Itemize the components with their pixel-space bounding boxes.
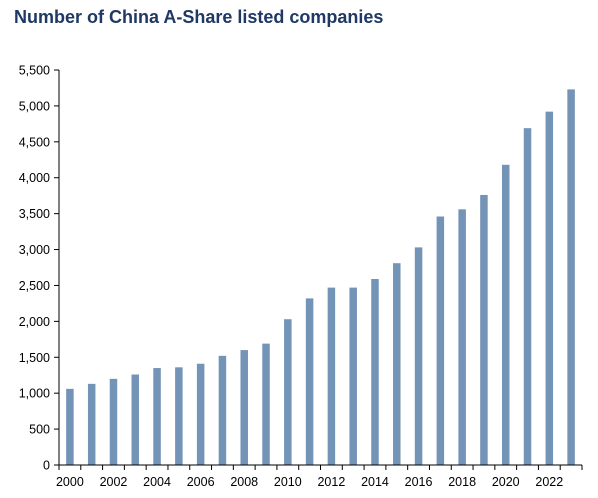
x-tick-label: 2020 xyxy=(492,475,520,489)
x-tick-label: 2006 xyxy=(187,475,215,489)
bar-2001 xyxy=(87,383,96,465)
bar-2008 xyxy=(240,350,248,465)
y-tick-label: 500 xyxy=(29,423,50,437)
bar-2010 xyxy=(284,319,292,465)
y-tick-label: 0 xyxy=(43,459,50,473)
y-axis: 0 500 1,000 1,500 2,000 2,500 3,000 3,500 4,000 4… xyxy=(19,64,60,473)
x-tick-label: 2014 xyxy=(361,475,389,489)
bar-2000 xyxy=(66,388,74,465)
y-tick-label: 1,000 xyxy=(19,387,50,401)
bar-2016 xyxy=(414,247,423,465)
bar-2009 xyxy=(262,343,270,465)
x-tick-label: 2018 xyxy=(448,475,476,489)
bar-2006 xyxy=(196,363,205,465)
bar-2017 xyxy=(436,216,445,465)
y-tick-label: 3,500 xyxy=(19,207,50,221)
x-axis: 2000 2002 2004 2006 2008 2010 2012 2014 2016 2018… xyxy=(56,464,583,489)
x-tick-label: 2002 xyxy=(100,475,128,489)
bar-2012 xyxy=(327,287,336,465)
bars-group xyxy=(66,89,575,466)
bar-2003 xyxy=(131,374,140,465)
bar-2005 xyxy=(175,367,183,465)
bar-2020 xyxy=(501,164,510,466)
bar-2015 xyxy=(393,263,401,465)
bar-2004 xyxy=(153,368,161,465)
bar-2018 xyxy=(458,209,466,465)
y-tick-label: 5,000 xyxy=(19,99,50,113)
x-tick-label: 2010 xyxy=(274,475,302,489)
y-tick-label: 4,000 xyxy=(19,171,50,185)
x-tick-label: 2012 xyxy=(317,475,345,489)
bar-2014 xyxy=(371,278,379,465)
y-tick-label: 5,500 xyxy=(19,64,50,78)
y-tick-label: 2,000 xyxy=(19,315,50,329)
bar-2022 xyxy=(545,111,554,466)
bar-2011 xyxy=(305,298,314,465)
x-tick-label: 2022 xyxy=(535,475,563,489)
chart-title: Number of China A-Share listed companies xyxy=(14,7,384,27)
x-tick-label: 2000 xyxy=(56,475,84,489)
bar-2019 xyxy=(480,194,488,465)
x-tick-label: 2008 xyxy=(230,475,258,489)
x-tick-label: 2004 xyxy=(143,475,171,489)
bar-2007 xyxy=(218,355,227,465)
bar-2021 xyxy=(523,128,532,466)
bar-2023 xyxy=(567,89,575,465)
y-tick-label: 3,000 xyxy=(19,243,50,257)
y-tick-label: 1,500 xyxy=(19,351,50,365)
x-tick-label: 2016 xyxy=(405,475,433,489)
y-tick-label: 2,500 xyxy=(19,279,50,293)
bar-2013 xyxy=(349,287,357,465)
bar-2002 xyxy=(109,378,118,465)
y-tick-label: 4,500 xyxy=(19,135,50,149)
